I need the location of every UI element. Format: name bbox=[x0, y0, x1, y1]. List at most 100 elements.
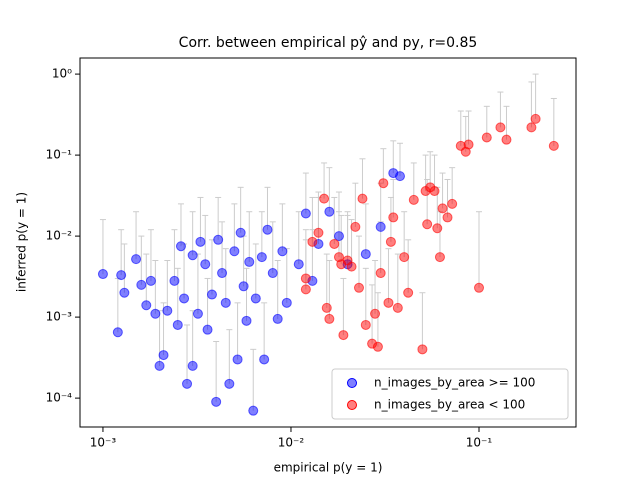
legend-label: n_images_by_area >= 100 bbox=[374, 376, 535, 390]
point bbox=[403, 287, 414, 298]
point bbox=[474, 282, 485, 293]
point bbox=[447, 198, 458, 209]
point bbox=[526, 122, 537, 133]
point bbox=[388, 212, 399, 223]
point bbox=[495, 122, 506, 133]
point bbox=[179, 293, 190, 304]
legend-marker bbox=[347, 400, 357, 410]
point bbox=[244, 256, 255, 267]
point bbox=[321, 302, 332, 313]
point bbox=[324, 313, 335, 324]
point bbox=[241, 315, 252, 326]
point bbox=[195, 236, 206, 247]
point bbox=[250, 293, 261, 304]
plot-frame bbox=[79, 57, 577, 428]
y-tick-label: 10⁻³ bbox=[46, 310, 73, 324]
point bbox=[530, 113, 541, 124]
point bbox=[329, 238, 340, 249]
point bbox=[442, 212, 453, 223]
point bbox=[333, 231, 344, 242]
point bbox=[385, 236, 396, 247]
point bbox=[378, 178, 389, 189]
y-tick-label: 10⁰ bbox=[52, 67, 72, 81]
chart-title: Corr. between empirical pŷ and py, r=0.8… bbox=[179, 35, 478, 51]
point bbox=[238, 281, 249, 292]
point bbox=[235, 227, 246, 238]
point bbox=[313, 227, 324, 238]
point bbox=[383, 297, 394, 308]
x-tick-label: 10⁻² bbox=[278, 436, 305, 450]
point bbox=[548, 140, 559, 151]
point bbox=[437, 203, 448, 214]
point bbox=[175, 241, 186, 252]
point bbox=[248, 405, 259, 416]
point bbox=[392, 302, 403, 313]
point bbox=[211, 396, 222, 407]
point bbox=[259, 354, 270, 365]
point bbox=[277, 246, 288, 257]
point bbox=[293, 259, 304, 270]
point bbox=[169, 275, 180, 286]
y-tick-label: 10⁻¹ bbox=[46, 148, 73, 162]
point bbox=[360, 249, 371, 260]
point bbox=[372, 341, 383, 352]
y-tick-label: 10⁻⁴ bbox=[46, 391, 73, 405]
point bbox=[145, 275, 156, 286]
point bbox=[262, 224, 273, 235]
point bbox=[319, 193, 330, 204]
point bbox=[408, 194, 419, 205]
point bbox=[481, 132, 492, 143]
point bbox=[399, 252, 410, 263]
point bbox=[300, 273, 311, 284]
point bbox=[281, 297, 292, 308]
point bbox=[217, 268, 228, 279]
point bbox=[154, 360, 165, 371]
legend-box bbox=[331, 368, 569, 420]
point bbox=[116, 270, 127, 281]
point bbox=[360, 319, 371, 330]
point bbox=[353, 282, 364, 293]
point bbox=[131, 254, 142, 265]
point bbox=[346, 261, 357, 272]
point bbox=[182, 378, 193, 389]
point bbox=[357, 193, 368, 204]
point bbox=[232, 354, 243, 365]
x-axis-label: empirical p(y = 1) bbox=[274, 461, 383, 475]
point bbox=[422, 219, 433, 230]
y-tick-label: 10⁻² bbox=[46, 229, 73, 243]
point bbox=[220, 297, 231, 308]
point bbox=[187, 250, 198, 261]
point bbox=[300, 208, 311, 219]
point bbox=[97, 269, 108, 280]
point bbox=[417, 344, 428, 355]
point bbox=[150, 308, 161, 319]
legend-marker bbox=[347, 378, 357, 388]
point bbox=[267, 268, 278, 279]
point bbox=[394, 171, 405, 182]
point bbox=[112, 327, 123, 338]
point bbox=[213, 234, 224, 245]
point bbox=[229, 246, 240, 257]
point bbox=[375, 221, 386, 232]
point bbox=[338, 330, 349, 341]
point bbox=[200, 259, 211, 270]
x-tick-label: 10⁻¹ bbox=[466, 436, 493, 450]
point bbox=[187, 360, 198, 371]
point bbox=[463, 139, 474, 150]
point bbox=[224, 378, 235, 389]
point bbox=[307, 236, 318, 247]
point bbox=[350, 221, 361, 232]
point bbox=[429, 186, 440, 197]
point bbox=[119, 287, 130, 298]
point bbox=[300, 284, 311, 295]
point bbox=[370, 308, 381, 319]
point bbox=[432, 223, 443, 234]
point bbox=[206, 289, 217, 300]
y-axis-label: inferred p(y = 1) bbox=[15, 192, 29, 292]
point bbox=[324, 206, 335, 217]
point bbox=[272, 313, 283, 324]
point bbox=[192, 308, 203, 319]
point bbox=[158, 350, 169, 361]
point bbox=[172, 319, 183, 330]
